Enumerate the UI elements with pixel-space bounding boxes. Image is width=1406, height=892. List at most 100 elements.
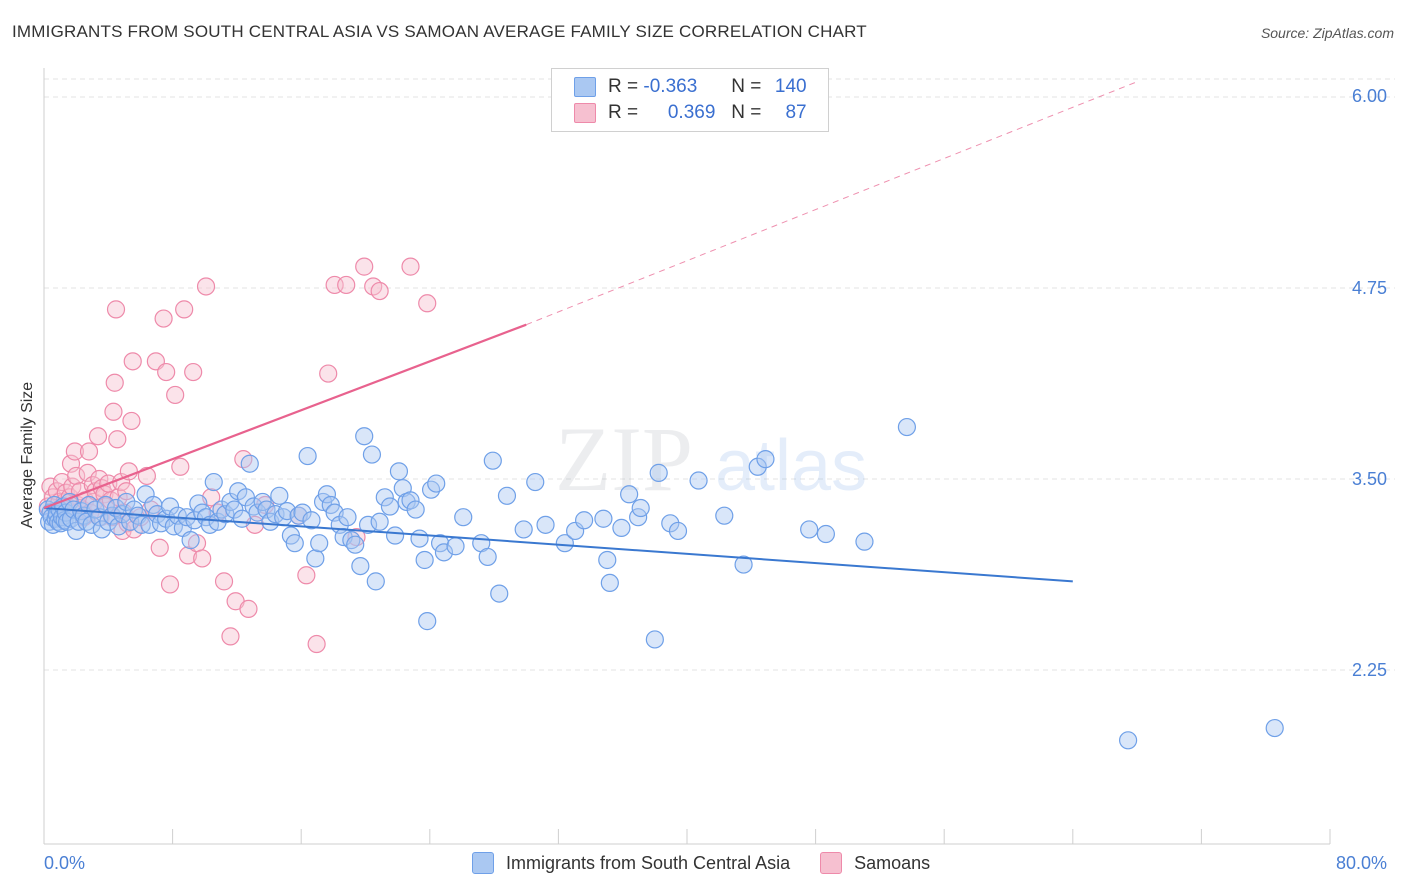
pink-data-point — [193, 549, 212, 568]
blue-data-point — [236, 488, 256, 507]
blue-data-point — [306, 549, 325, 568]
blue-data-point — [351, 556, 370, 576]
south-central-asia-points — [38, 417, 1284, 750]
legend-row-blue: R = -0.363 N = 140 — [574, 75, 807, 99]
legend-item-south-central-asia[interactable]: Immigrants from South Central Asia — [472, 852, 790, 874]
blue-data-point — [117, 492, 136, 512]
blue-data-point — [298, 446, 317, 466]
blue-data-point — [225, 500, 244, 519]
pink-data-point — [221, 627, 240, 646]
blue-data-point — [204, 472, 223, 492]
pink-data-point — [123, 352, 142, 371]
series-legend: Immigrants from South Central Asia Samoa… — [472, 852, 960, 874]
correlation-legend: R = -0.363 N = 140 R = 0.369 N = 87 — [551, 68, 829, 132]
legend-swatch-samoans — [820, 852, 843, 874]
blue-data-point — [612, 518, 631, 537]
watermark: ZIP atlas — [555, 408, 867, 510]
blue-data-point — [748, 457, 767, 476]
trend-lines — [43, 81, 1138, 583]
blue-data-point — [358, 515, 378, 534]
legend-r-value: -0.363 — [643, 76, 698, 97]
pink-data-point — [347, 527, 366, 547]
legend-n-label: N = — [731, 102, 762, 123]
blue-data-point — [555, 534, 574, 553]
pink-data-point — [150, 538, 169, 557]
legend-row-pink: R = 0.369 N = 87 — [574, 101, 807, 125]
pink-data-point — [105, 373, 124, 392]
blue-data-point — [497, 486, 517, 505]
blue-data-point — [536, 515, 555, 534]
blue-data-point — [816, 524, 835, 544]
blue-data-point — [620, 485, 639, 504]
legend-label-samoans: Samoans — [854, 852, 931, 873]
pink-data-point — [108, 430, 127, 449]
blue-data-point — [756, 450, 775, 469]
legend-swatch-blue — [574, 77, 596, 97]
pink-data-point — [175, 300, 194, 319]
pink-data-point — [104, 402, 123, 421]
blue-data-point — [855, 532, 874, 551]
grid-lines — [44, 78, 1395, 671]
pink-data-point — [401, 257, 420, 276]
blue-data-point — [181, 531, 200, 550]
blue-data-point — [355, 427, 374, 446]
legend-r-label: R = — [608, 102, 639, 123]
pink-data-point — [239, 599, 258, 618]
blue-data-point — [645, 630, 664, 649]
blue-data-point — [401, 491, 420, 510]
pink-data-point — [65, 442, 84, 461]
blue-data-point — [490, 584, 509, 603]
legend-n-value: 140 — [774, 76, 807, 97]
y-tick-label-225: 2.25 — [1352, 660, 1388, 680]
legend-n-value: 87 — [785, 102, 807, 123]
legend-swatch-south-central-asia — [472, 852, 494, 874]
legend-swatch-pink — [574, 103, 596, 123]
pink-data-point — [214, 572, 234, 591]
blue-data-point — [370, 512, 389, 531]
pink-data-point — [297, 566, 316, 585]
pink-data-point — [319, 364, 338, 383]
blue-data-point — [240, 454, 259, 473]
pink-data-point — [122, 411, 141, 431]
blue-data-point — [189, 494, 208, 513]
blue-data-point — [897, 417, 917, 437]
pink-data-point — [355, 257, 374, 276]
blue-data-point — [418, 612, 437, 631]
pink-data-point — [184, 362, 203, 382]
pink-data-point — [178, 546, 198, 565]
legend-r-value: 0.369 — [667, 102, 716, 123]
x-tick-label-min: 0.0% — [44, 853, 86, 873]
y-tick-label-600: 6.00 — [1352, 86, 1388, 106]
blue-data-point — [302, 511, 321, 530]
pink-data-point — [106, 300, 126, 319]
blue-data-point — [1118, 731, 1138, 750]
blue-data-point — [689, 471, 708, 490]
blue-data-point — [514, 520, 533, 539]
blue-data-point — [478, 547, 497, 567]
blue-data-point — [526, 472, 545, 492]
legend-item-samoans[interactable]: Samoans — [820, 852, 930, 874]
blue-data-point — [649, 463, 668, 482]
blue-data-point — [430, 534, 450, 553]
blue-data-point — [715, 506, 734, 525]
blue-data-point — [317, 485, 337, 504]
blue-data-point — [454, 508, 473, 527]
pink-data-point — [67, 466, 86, 486]
pink-data-point — [157, 362, 176, 382]
pink-data-point — [171, 457, 190, 476]
pink-data-point — [160, 575, 180, 594]
axes — [43, 68, 1331, 845]
blue-data-point — [285, 534, 304, 553]
watermark-atlas: atlas — [715, 426, 867, 506]
y-tick-label-475: 4.75 — [1352, 278, 1388, 298]
blue-data-point — [661, 514, 680, 533]
y-tick-label-350: 3.50 — [1352, 469, 1388, 489]
blue-data-point — [427, 474, 446, 493]
blue-data-point — [375, 488, 394, 507]
chart-title: IMMIGRANTS FROM SOUTH CENTRAL ASIA VS SA… — [12, 22, 867, 41]
pink-data-point — [337, 275, 356, 295]
source-label[interactable]: Source: ZipAtlas.com — [1260, 25, 1394, 41]
blue-data-point — [446, 537, 465, 556]
pink-data-point — [79, 442, 99, 461]
